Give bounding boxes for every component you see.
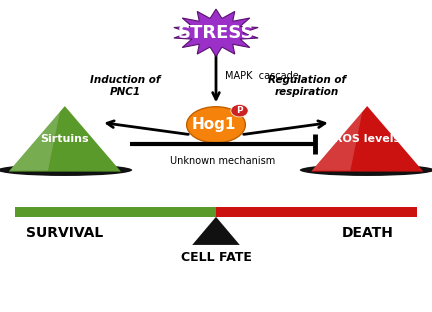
- Text: P: P: [236, 106, 243, 115]
- Text: Induction of
PNC1: Induction of PNC1: [90, 75, 160, 97]
- Bar: [15, 207, 216, 217]
- Text: SURVIVAL: SURVIVAL: [26, 226, 103, 240]
- Text: DEATH: DEATH: [341, 226, 393, 240]
- Bar: [216, 207, 417, 217]
- Text: Sirtuins: Sirtuins: [41, 134, 89, 144]
- Text: Regulation of
respiration: Regulation of respiration: [268, 75, 346, 97]
- Polygon shape: [192, 217, 240, 245]
- Polygon shape: [174, 9, 258, 56]
- Text: ROS levels: ROS levels: [334, 134, 400, 144]
- Polygon shape: [9, 106, 121, 172]
- Ellipse shape: [0, 164, 132, 176]
- Text: CELL FATE: CELL FATE: [181, 251, 251, 264]
- Text: STRESS: STRESS: [178, 24, 254, 42]
- Polygon shape: [312, 109, 363, 171]
- Ellipse shape: [300, 164, 432, 176]
- Text: Hog1: Hog1: [192, 117, 236, 132]
- Polygon shape: [311, 106, 423, 172]
- Text: MAPK  cascade: MAPK cascade: [225, 71, 299, 81]
- Text: Unknown mechanism: Unknown mechanism: [170, 156, 275, 166]
- Polygon shape: [10, 109, 60, 171]
- Ellipse shape: [187, 107, 245, 143]
- Circle shape: [231, 105, 248, 117]
